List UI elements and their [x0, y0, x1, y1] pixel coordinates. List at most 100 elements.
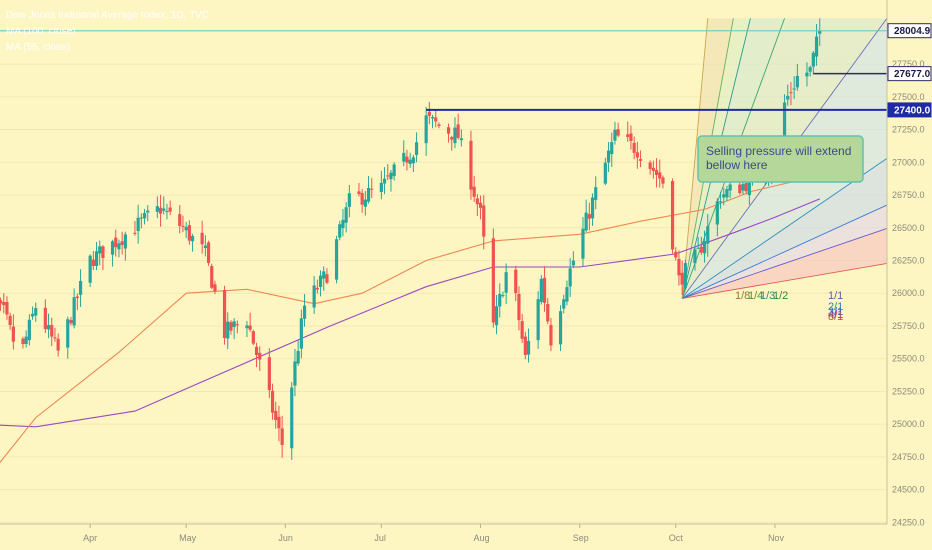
legend-ma-55: MA (55, close) [6, 42, 70, 53]
ma-line-0 [0, 198, 821, 428]
candle-body [536, 299, 540, 341]
candlesticks [0, 18, 822, 460]
candle-body [344, 207, 348, 223]
price-tag[interactable]: 27400.0 [887, 102, 932, 118]
candle-body [424, 115, 428, 144]
candle-body [808, 67, 812, 72]
candle-body [91, 259, 95, 266]
candle-body [75, 296, 79, 298]
candle-body [722, 194, 726, 198]
x-tick-label: Jun [278, 533, 293, 543]
candle-body [2, 302, 6, 306]
candle-body [635, 152, 639, 158]
y-tick-label: 25500.0 [892, 354, 925, 364]
gann-fan-label: 1/8 [735, 290, 750, 302]
candle-body [299, 318, 303, 349]
price-tag[interactable]: 27677.0 [887, 66, 932, 82]
y-tick-label: 24250.0 [892, 517, 925, 527]
candle-body [181, 225, 185, 227]
candle-body [738, 184, 742, 194]
candle-body [581, 228, 585, 259]
candle-body [456, 124, 460, 138]
candle-body [568, 268, 572, 287]
y-tick-label: 27000.0 [892, 157, 925, 167]
candle-body [229, 322, 233, 331]
candle-body [155, 206, 159, 212]
price-tag-label: 28004.9 [894, 26, 931, 37]
candle-body [24, 336, 28, 344]
candle-body [405, 156, 409, 163]
candle-body [482, 205, 486, 237]
candle-body [120, 241, 124, 245]
candle-body [411, 157, 415, 164]
candle-body [702, 241, 707, 254]
gann-fan-label: 1/1 [828, 290, 843, 302]
y-tick-label: 25250.0 [892, 386, 925, 396]
candle-body [30, 313, 35, 317]
candle-body [158, 207, 163, 214]
candle-body [472, 186, 476, 197]
candle-body [514, 269, 518, 294]
candle-body [613, 129, 617, 141]
candle-body [370, 188, 374, 190]
candle-body [498, 293, 502, 307]
gann-fan-ray [681, 204, 888, 299]
candle-body [789, 92, 793, 94]
candle-body [494, 306, 499, 326]
candle-body [338, 224, 342, 238]
candle-body [213, 284, 217, 292]
candle-body [562, 299, 566, 309]
gann-fan-ray [682, 227, 888, 299]
candle-body [88, 255, 92, 283]
callout[interactable]: Selling pressure will extend bellow here [697, 135, 864, 183]
candle-body [520, 321, 524, 339]
candle-body [312, 285, 316, 308]
candle-body [363, 199, 367, 207]
gann-fan-ray [682, 262, 888, 299]
y-tick-label: 24750.0 [892, 452, 925, 462]
callout-line-2: bellow here [706, 158, 768, 172]
candle-body [43, 307, 47, 330]
candle-body [178, 214, 182, 226]
candle-body [232, 321, 236, 327]
candle-body [786, 95, 790, 100]
moving-averages [0, 174, 821, 464]
candle-body [434, 117, 438, 122]
candle-body [341, 219, 345, 229]
candle-body [290, 387, 294, 449]
candle-body [8, 315, 12, 326]
x-tick-label: Sep [573, 533, 589, 543]
candle-body [590, 197, 595, 219]
gann-fan-label: 1/2 [773, 290, 788, 302]
candle-body [677, 258, 681, 276]
candle-body [389, 172, 393, 180]
candle-body [114, 237, 118, 248]
price-tag[interactable]: 28004.9 [887, 23, 932, 39]
candle-body [594, 187, 598, 200]
y-axis[interactable]: 28000.027750.027500.027250.027000.026750… [886, 0, 932, 527]
candle-body [453, 127, 457, 144]
candle-body [626, 134, 630, 137]
candle-body [478, 202, 483, 208]
candle-body [392, 164, 396, 177]
candle-body [386, 175, 390, 177]
x-tick-label: Oct [669, 533, 684, 543]
gridlines [0, 30, 887, 523]
candle-body [258, 352, 262, 360]
callout-box[interactable] [697, 135, 864, 183]
candle-body [606, 150, 611, 163]
horizontal-lines[interactable] [0, 30, 887, 111]
price-tag-box [887, 66, 932, 82]
gann-fan-label: 4/1 [828, 309, 843, 321]
candle-body [629, 133, 633, 141]
candle-body [190, 236, 195, 242]
candle-body [565, 287, 569, 302]
candle-body [296, 350, 300, 364]
candle-body [0, 300, 3, 304]
candle-body [603, 162, 607, 184]
candle-body [382, 178, 387, 184]
candle-body [162, 208, 166, 211]
candle-body [366, 187, 371, 202]
